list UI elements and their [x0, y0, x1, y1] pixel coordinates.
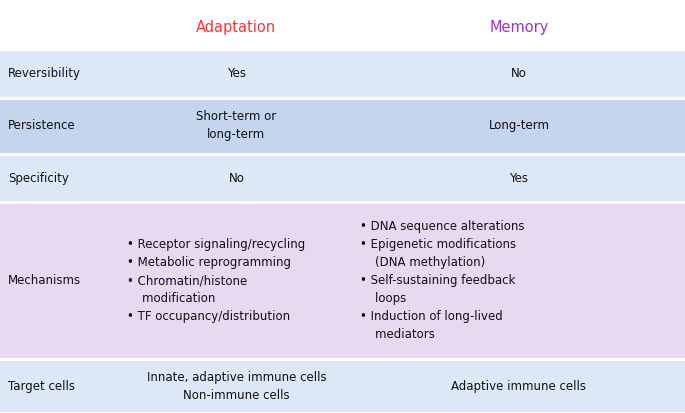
- Text: Short-term or
long-term: Short-term or long-term: [196, 110, 277, 141]
- Text: Persistence: Persistence: [8, 119, 76, 132]
- Text: Yes: Yes: [510, 171, 528, 185]
- Bar: [0, 359, 685, 413]
- Text: • Receptor signaling/recycling
• Metabolic reprogramming
• Chromatin/histone
   : • Receptor signaling/recycling • Metabol…: [127, 238, 305, 323]
- Text: No: No: [511, 67, 527, 80]
- Text: Adaptation: Adaptation: [197, 19, 276, 35]
- Text: Long-term: Long-term: [488, 119, 549, 132]
- Text: Reversibility: Reversibility: [8, 67, 82, 80]
- Text: No: No: [228, 171, 245, 185]
- Text: Adaptive immune cells: Adaptive immune cells: [451, 380, 586, 393]
- Bar: [0, 49, 685, 98]
- Bar: [0, 154, 685, 202]
- Text: Memory: Memory: [489, 19, 549, 35]
- Bar: [0, 98, 685, 154]
- Text: Mechanisms: Mechanisms: [8, 274, 82, 287]
- Bar: [0, 0, 685, 49]
- Text: Target cells: Target cells: [8, 380, 75, 393]
- Text: Yes: Yes: [227, 67, 246, 80]
- Bar: [0, 202, 685, 359]
- Text: Specificity: Specificity: [8, 171, 69, 185]
- Text: Innate, adaptive immune cells
Non-immune cells: Innate, adaptive immune cells Non-immune…: [147, 370, 326, 402]
- Text: • DNA sequence alterations
• Epigenetic modifications
    (DNA methylation)
• Se: • DNA sequence alterations • Epigenetic …: [360, 221, 524, 341]
